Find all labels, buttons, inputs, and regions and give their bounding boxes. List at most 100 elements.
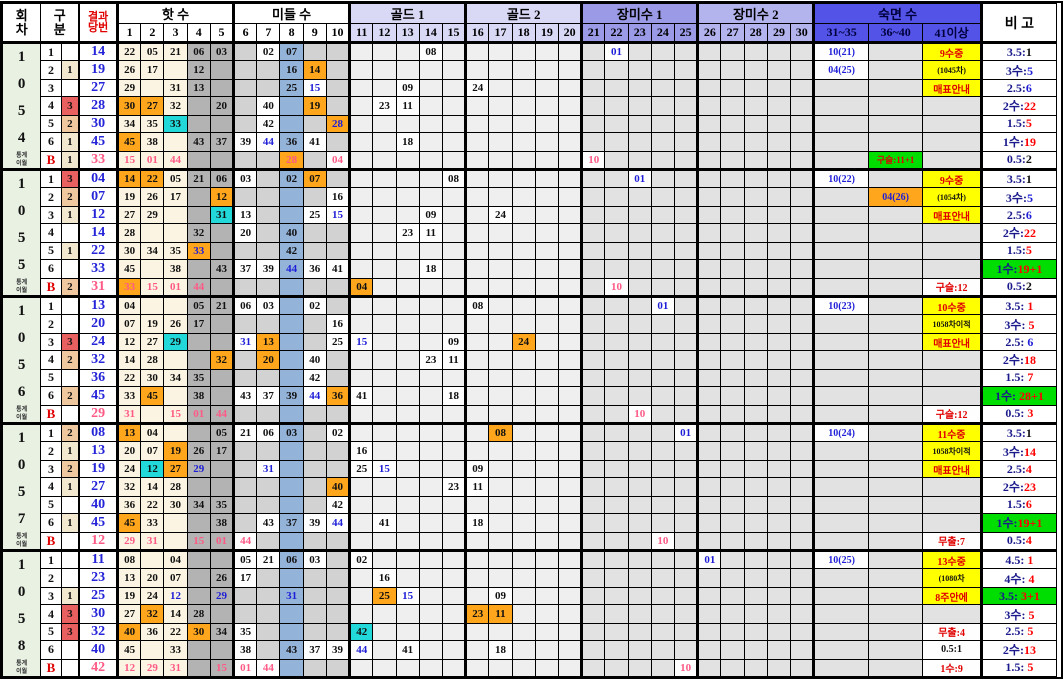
- grid-cell[interactable]: [720, 187, 745, 207]
- grid-cell[interactable]: 40: [116, 622, 142, 642]
- grid-cell[interactable]: [627, 640, 652, 660]
- grid-cell[interactable]: 01: [674, 422, 699, 443]
- grid-cell[interactable]: [232, 41, 258, 62]
- grid-cell[interactable]: [604, 549, 629, 570]
- grid-cell[interactable]: [534, 586, 559, 606]
- grid-cell[interactable]: [580, 622, 606, 642]
- grid-cell[interactable]: [696, 223, 722, 243]
- grid-cell[interactable]: [418, 386, 443, 406]
- sleep-cell[interactable]: [812, 386, 869, 406]
- grid-cell[interactable]: [488, 187, 513, 207]
- sleep-cell[interactable]: 구슬:12: [922, 277, 982, 297]
- grid-cell[interactable]: 05: [186, 295, 211, 316]
- grid-cell[interactable]: 17: [232, 568, 258, 588]
- grid-cell[interactable]: [511, 422, 536, 443]
- grid-cell[interactable]: 38: [186, 386, 211, 406]
- grid-cell[interactable]: [650, 622, 676, 642]
- bigo-cell[interactable]: 0.5:4: [979, 531, 1058, 551]
- grid-cell[interactable]: [441, 277, 467, 297]
- sleep-cell[interactable]: [812, 132, 869, 152]
- sleep-cell[interactable]: [812, 259, 869, 279]
- grid-cell[interactable]: [766, 332, 792, 352]
- grid-cell[interactable]: [441, 223, 467, 243]
- winning-number-cell[interactable]: 13: [78, 295, 119, 316]
- grid-cell[interactable]: 25: [372, 586, 397, 606]
- grid-cell[interactable]: [372, 41, 397, 62]
- result-count-cell[interactable]: 2: [60, 187, 80, 207]
- grid-cell[interactable]: 37: [279, 513, 304, 533]
- grid-cell[interactable]: 08: [116, 549, 142, 570]
- grid-cell[interactable]: 06: [279, 549, 304, 570]
- grid-cell[interactable]: [743, 568, 768, 588]
- grid-cell[interactable]: [232, 604, 258, 624]
- grid-cell[interactable]: 05: [140, 41, 165, 62]
- grid-cell[interactable]: [511, 78, 536, 98]
- grid-cell[interactable]: [464, 640, 490, 660]
- sleep-cell[interactable]: [922, 513, 982, 533]
- grid-cell[interactable]: [674, 60, 699, 80]
- grid-cell[interactable]: [580, 60, 606, 80]
- grid-cell[interactable]: [441, 658, 467, 678]
- grid-cell[interactable]: [650, 368, 676, 388]
- grid-cell[interactable]: [209, 78, 235, 98]
- grid-cell[interactable]: [557, 350, 583, 370]
- grid-cell[interactable]: [372, 277, 397, 297]
- grid-cell[interactable]: [395, 205, 420, 225]
- grid-cell[interactable]: [627, 531, 652, 551]
- grid-cell[interactable]: [464, 495, 490, 515]
- grid-cell[interactable]: [534, 96, 559, 116]
- grid-cell[interactable]: [256, 60, 281, 80]
- grid-cell[interactable]: 33: [163, 640, 188, 660]
- grid-cell[interactable]: [348, 658, 374, 678]
- grid-cell[interactable]: 45: [140, 386, 165, 406]
- grid-cell[interactable]: 27: [140, 332, 165, 352]
- grid-cell[interactable]: [372, 549, 397, 570]
- grid-cell[interactable]: [720, 150, 745, 170]
- grid-cell[interactable]: [302, 404, 327, 424]
- grid-cell[interactable]: 03: [279, 422, 304, 443]
- grid-cell[interactable]: 33: [116, 386, 142, 406]
- grid-cell[interactable]: [720, 168, 745, 189]
- grid-cell[interactable]: [488, 441, 513, 461]
- grid-cell[interactable]: [325, 295, 351, 316]
- grid-cell[interactable]: [790, 187, 815, 207]
- grid-cell[interactable]: [325, 459, 351, 479]
- grid-cell[interactable]: [232, 314, 258, 334]
- grid-cell[interactable]: [674, 314, 699, 334]
- grid-cell[interactable]: 19: [302, 96, 327, 116]
- result-count-cell[interactable]: [60, 549, 80, 570]
- grid-cell[interactable]: [511, 386, 536, 406]
- sleep-cell[interactable]: [867, 404, 924, 424]
- grid-cell[interactable]: [790, 168, 815, 189]
- grid-cell[interactable]: [604, 459, 629, 479]
- sleep-cell[interactable]: 구슬:12: [922, 404, 982, 424]
- grid-cell[interactable]: 44: [348, 640, 374, 660]
- grid-cell[interactable]: [325, 78, 351, 98]
- grid-cell[interactable]: 42: [256, 114, 281, 134]
- grid-cell[interactable]: [325, 368, 351, 388]
- grid-cell[interactable]: [418, 404, 443, 424]
- grid-cell[interactable]: [534, 277, 559, 297]
- grid-cell[interactable]: 44: [186, 277, 211, 297]
- grid-cell[interactable]: [511, 531, 536, 551]
- grid-cell[interactable]: [627, 332, 652, 352]
- grid-cell[interactable]: [696, 150, 722, 170]
- grid-cell[interactable]: [418, 658, 443, 678]
- grid-cell[interactable]: [674, 350, 699, 370]
- grid-cell[interactable]: [720, 658, 745, 678]
- grid-cell[interactable]: [534, 295, 559, 316]
- grid-cell[interactable]: [488, 277, 513, 297]
- grid-cell[interactable]: [511, 168, 536, 189]
- grid-cell[interactable]: [163, 513, 188, 533]
- grid-cell[interactable]: [395, 549, 420, 570]
- grid-cell[interactable]: [140, 259, 165, 279]
- grid-cell[interactable]: [488, 78, 513, 98]
- grid-cell[interactable]: [325, 277, 351, 297]
- grid-cell[interactable]: [488, 332, 513, 352]
- grid-cell[interactable]: [279, 622, 304, 642]
- result-count-cell[interactable]: 2: [60, 277, 80, 297]
- grid-cell[interactable]: 09: [418, 205, 443, 225]
- winning-number-cell[interactable]: 42: [78, 658, 119, 678]
- grid-cell[interactable]: [441, 259, 467, 279]
- grid-cell[interactable]: 43: [279, 640, 304, 660]
